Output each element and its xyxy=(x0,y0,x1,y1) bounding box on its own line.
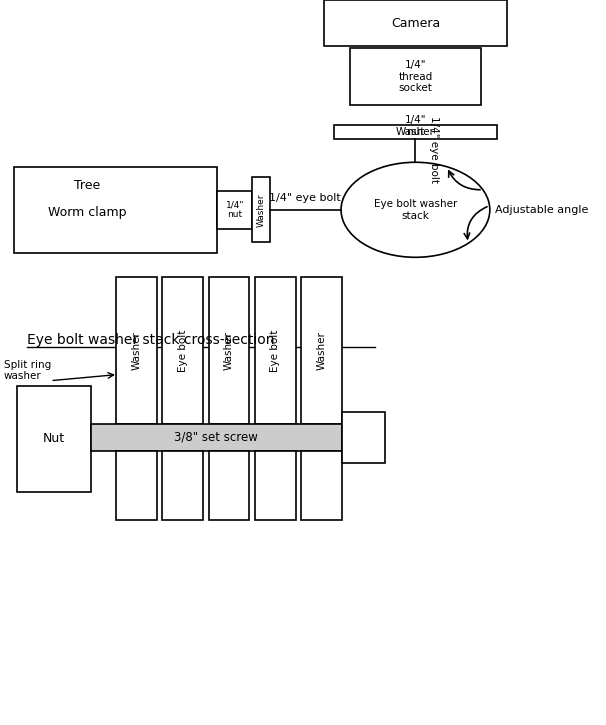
Text: Eye bolt washer stack cross-section: Eye bolt washer stack cross-section xyxy=(27,334,275,347)
FancyBboxPatch shape xyxy=(301,451,342,520)
FancyBboxPatch shape xyxy=(116,277,156,424)
FancyBboxPatch shape xyxy=(335,125,496,138)
Text: 1/4"
thread
socket: 1/4" thread socket xyxy=(398,60,433,93)
Text: Split ring
washer: Split ring washer xyxy=(4,360,51,381)
Text: Worm clamp: Worm clamp xyxy=(48,207,126,220)
Text: Washer: Washer xyxy=(132,331,141,370)
Text: Washer: Washer xyxy=(317,331,327,370)
FancyBboxPatch shape xyxy=(91,424,342,451)
Text: Washer: Washer xyxy=(224,331,234,370)
FancyBboxPatch shape xyxy=(162,451,203,520)
Text: Adjustable angle: Adjustable angle xyxy=(494,204,588,215)
FancyBboxPatch shape xyxy=(342,413,385,463)
Text: 3/8" set screw: 3/8" set screw xyxy=(175,431,258,444)
Text: Camera: Camera xyxy=(391,17,440,30)
FancyBboxPatch shape xyxy=(208,451,249,520)
FancyBboxPatch shape xyxy=(162,277,203,424)
FancyBboxPatch shape xyxy=(15,167,218,253)
Text: Eye bolt: Eye bolt xyxy=(178,329,188,372)
Text: Washer: Washer xyxy=(256,193,265,226)
FancyBboxPatch shape xyxy=(208,277,249,424)
FancyBboxPatch shape xyxy=(324,0,507,46)
Text: Eye bolt washer
stack: Eye bolt washer stack xyxy=(374,199,457,220)
FancyBboxPatch shape xyxy=(18,386,91,492)
Text: 1/4" eye bolt: 1/4" eye bolt xyxy=(429,116,439,183)
Text: 1/4"
nut: 1/4" nut xyxy=(225,200,244,220)
Text: 1/4" eye bolt: 1/4" eye bolt xyxy=(270,193,341,203)
FancyBboxPatch shape xyxy=(255,451,296,520)
Text: Nut: Nut xyxy=(43,432,65,445)
FancyBboxPatch shape xyxy=(252,177,270,242)
FancyBboxPatch shape xyxy=(218,191,252,229)
FancyBboxPatch shape xyxy=(350,48,481,105)
FancyBboxPatch shape xyxy=(116,451,156,520)
FancyBboxPatch shape xyxy=(255,277,296,424)
FancyBboxPatch shape xyxy=(301,277,342,424)
Text: Washer: Washer xyxy=(396,127,435,137)
Text: Eye bolt: Eye bolt xyxy=(270,329,281,372)
Text: Tree: Tree xyxy=(74,178,100,191)
Text: 1/4"
nut: 1/4" nut xyxy=(405,115,426,137)
